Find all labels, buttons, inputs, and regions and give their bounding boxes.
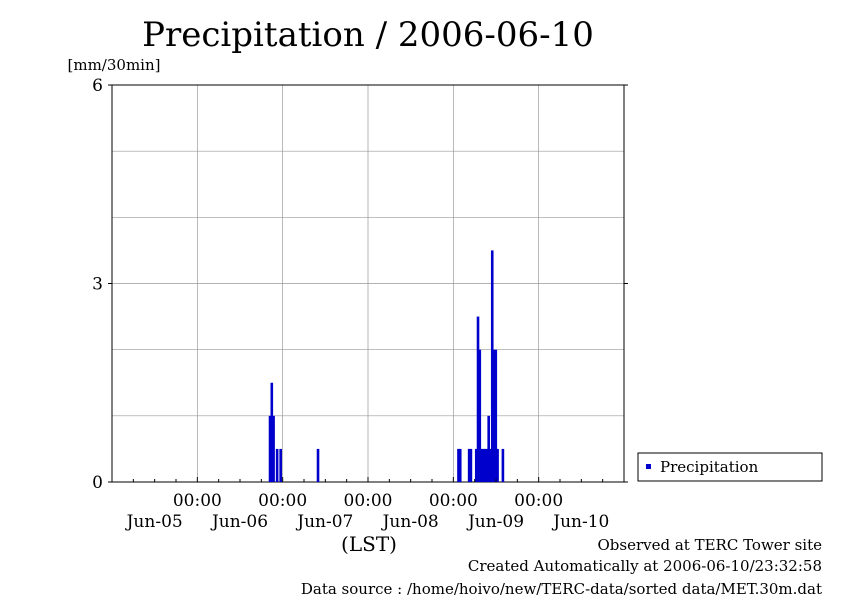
precipitation-bar [458, 448, 462, 482]
created-note: Created Automatically at 2006-06-10/23:3… [468, 557, 822, 575]
legend-box [637, 452, 823, 482]
precipitation-bar [494, 349, 498, 482]
x-time-label: 00:00 [173, 491, 222, 511]
x-time-label: 00:00 [429, 491, 478, 511]
precipitation-bar [478, 349, 482, 482]
x-time-label: 00:00 [514, 491, 563, 511]
precipitation-bar [270, 382, 274, 482]
precipitation-bar [457, 448, 460, 482]
x-tick-labels: 00:00Jun-0500:00Jun-0600:00Jun-0700:00Ju… [125, 491, 610, 532]
precipitation-bar [483, 448, 487, 482]
precipitation-bar [490, 250, 494, 482]
precipitation-bar [480, 448, 483, 482]
precipitation-bar [482, 448, 485, 482]
y-tick-label: 3 [92, 275, 103, 295]
x-time-label: 00:00 [344, 491, 393, 511]
x-time-label: 00:00 [258, 491, 307, 511]
precipitation-bars [268, 250, 505, 482]
y-axis-unit: [mm/30min] [68, 56, 161, 74]
precipitation-bar [496, 448, 499, 482]
y-tick-labels: 0 3 6 [92, 76, 103, 493]
x-date-label: Jun-09 [466, 512, 524, 532]
x-date-label: Jun-10 [551, 512, 609, 532]
legend-swatch [646, 464, 651, 469]
y-tick-label: 0 [92, 473, 103, 493]
observed-note: Observed at TERC Tower site [597, 536, 822, 554]
x-axis-label: (LST) [341, 532, 397, 556]
precipitation-bar [316, 448, 320, 482]
precipitation-bar [272, 415, 275, 482]
precipitation-bar [474, 448, 478, 482]
y-tick-label: 6 [92, 76, 103, 96]
x-date-label: Jun-07 [295, 512, 353, 532]
legend: Precipitation [637, 452, 823, 482]
x-date-label: Jun-06 [210, 512, 268, 532]
precipitation-bar [469, 448, 473, 482]
precipitation-bar [476, 316, 480, 482]
legend-label: Precipitation [660, 458, 759, 476]
precipitation-bar [268, 415, 272, 482]
precipitation-bar [489, 448, 492, 482]
axis-ticks [108, 84, 628, 483]
grid-lines [112, 85, 624, 482]
precipitation-bar [275, 448, 279, 482]
data-source-note: Data source : /home/hoivo/new/TERC-data/… [301, 580, 822, 595]
precipitation-bar [485, 448, 489, 482]
precipitation-bar [467, 448, 471, 482]
precipitation-bar [279, 448, 282, 482]
x-date-label: Jun-08 [381, 512, 439, 532]
precipitation-bar [492, 349, 496, 482]
chart-title: Precipitation / 2006-06-10 [142, 15, 594, 55]
x-date-label: Jun-05 [125, 512, 183, 532]
precipitation-bar [501, 448, 505, 482]
precipitation-bar [487, 415, 490, 482]
